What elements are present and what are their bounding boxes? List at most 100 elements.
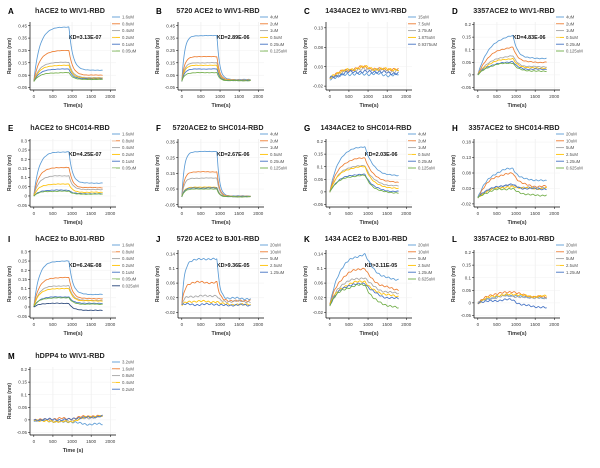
x-tick-label: 2000 xyxy=(105,439,116,444)
x-tick-label: 0 xyxy=(181,322,184,327)
y-tick-label: -0.05 xyxy=(313,202,324,207)
series-line-0.8uM xyxy=(33,49,103,82)
x-axis-title: Time(s) xyxy=(63,103,82,109)
x-tick-label: 2000 xyxy=(549,322,560,327)
series-line-0.5uM xyxy=(329,165,399,193)
x-tick-label: 500 xyxy=(493,322,501,327)
legend-label: 1.25uM xyxy=(418,270,433,275)
chart-area: 0.14 0.1 0.06 0.02 -0.02 0 500 1000 1500 2000 Resp… xyxy=(155,250,264,337)
y-tick-label: 0.25 xyxy=(18,259,27,264)
x-tick-label: 1000 xyxy=(511,211,522,216)
panel-title: hACE2 to BJ01-RBD xyxy=(35,234,105,243)
x-axis-title: Time (s) xyxy=(63,448,84,454)
x-axis-title: Time(s) xyxy=(211,103,230,109)
x-tick-label: 0 xyxy=(181,211,184,216)
legend-label: 1.6uM xyxy=(122,132,134,137)
legend-label: 1uM xyxy=(418,145,427,150)
y-tick-label: 0.15 xyxy=(18,60,27,65)
legend-label: 0.625uM xyxy=(418,277,435,282)
legend-label: 1.25uM xyxy=(566,159,581,164)
y-tick-label: 0.1 xyxy=(21,392,28,397)
x-tick-label: 1500 xyxy=(234,94,245,99)
series-line-20uM xyxy=(477,167,547,198)
y-tick-label: -0.05 xyxy=(461,313,472,318)
x-axis-title: Time(s) xyxy=(359,220,378,226)
series-line-1.6uM xyxy=(33,260,103,308)
y-tick-label: 0.05 xyxy=(166,73,175,78)
y-tick-label: 0.05 xyxy=(314,177,323,182)
x-tick-label: 1500 xyxy=(234,322,245,327)
x-tick-label: 1500 xyxy=(382,94,393,99)
series-line-3.75uM xyxy=(329,67,399,79)
x-tick-label: 1000 xyxy=(67,94,78,99)
x-tick-label: 500 xyxy=(197,322,205,327)
y-tick-label: 0.15 xyxy=(166,60,175,65)
legend-label: 4uM xyxy=(566,15,575,20)
series-line-0.025uM xyxy=(33,302,103,311)
x-axis-title: Time(s) xyxy=(359,331,378,337)
y-tick-label: 0.35 xyxy=(18,36,27,41)
series-line-5uM xyxy=(477,184,547,199)
y-tick-label: -0.02 xyxy=(165,310,176,315)
kd-annotation: KD=2.03E-06 xyxy=(365,152,398,158)
legend-label: 1.25uM xyxy=(566,270,581,275)
series-line-2uM xyxy=(181,171,251,198)
series-line-20uM xyxy=(329,253,399,306)
chart-area: 0.2 0.15 0.1 0.05 0 -0.05 0 500 1000 1500 2000 Resp… xyxy=(303,139,412,226)
y-tick-label: 0.05 xyxy=(462,288,471,293)
y-tick-label: 0.14 xyxy=(314,251,323,256)
y-tick-label: 0.25 xyxy=(18,148,27,153)
series-line-10uM xyxy=(181,280,251,305)
series-line-0.1uM xyxy=(33,189,103,197)
x-tick-label: 1000 xyxy=(67,439,78,444)
series-line-10uM xyxy=(477,291,547,305)
kd-annotation: KD>9.36E-05 xyxy=(217,263,250,269)
y-tick-label: 0.13 xyxy=(462,155,471,160)
y-tick-label: 0.06 xyxy=(314,281,323,286)
legend-label: 4uM xyxy=(418,132,427,137)
legend-label: 0.125uM xyxy=(270,49,287,54)
panel-title: 1434ACE2 to SHC014-RBD xyxy=(320,123,411,132)
y-tick-label: 0 xyxy=(24,417,27,422)
y-tick-label: 0.2 xyxy=(465,22,472,27)
x-tick-label: 500 xyxy=(197,211,205,216)
legend-label: 0.5uM xyxy=(270,35,282,40)
y-tick-label: 0 xyxy=(24,194,27,199)
legend-label: 0.25uM xyxy=(566,42,581,47)
series-line-0.4uM xyxy=(33,415,103,423)
y-tick-label: -0.02 xyxy=(461,202,472,207)
y-tick-label: -0.05 xyxy=(165,202,176,207)
legend-label: 2.5uM xyxy=(566,152,578,157)
panel-letter: E xyxy=(8,124,14,133)
x-tick-label: 500 xyxy=(49,322,57,327)
legend-label: 15uM xyxy=(418,15,429,20)
y-tick-label: 0.05 xyxy=(18,184,27,189)
series-line-15uM xyxy=(329,71,399,81)
chart-area: 0.2 0.15 0.1 0.05 0 -0.05 0 500 1000 1500 2000 Resp… xyxy=(451,250,560,337)
series-line-2uM xyxy=(477,46,547,75)
panel-letter: K xyxy=(304,235,310,244)
chart-area: 0.2 0.15 0.1 0.05 0 -0.05 0 500 1000 1500 2000 Resp… xyxy=(451,22,560,109)
legend-label: 1uM xyxy=(566,28,575,33)
y-axis-title: Response (nm) xyxy=(303,38,309,74)
series-line-5uM xyxy=(477,294,547,304)
legend-label: 20uM xyxy=(566,243,577,248)
chart-area: 0.2 0.15 0.1 0.05 0 -0.05 0 500 1000 1500 2000 Resp… xyxy=(7,367,116,454)
kd-annotation: KD=2.67E-06 xyxy=(217,152,250,158)
legend-label: 2uM xyxy=(270,138,279,143)
series-line-0.625uM xyxy=(477,187,547,199)
y-axis-title: Response (nm) xyxy=(155,38,161,74)
series-line-0.2uM xyxy=(33,287,103,307)
legend-label: 0.8uM xyxy=(122,373,134,378)
series-line-0.4uM xyxy=(33,61,103,82)
x-tick-label: 0 xyxy=(33,439,36,444)
